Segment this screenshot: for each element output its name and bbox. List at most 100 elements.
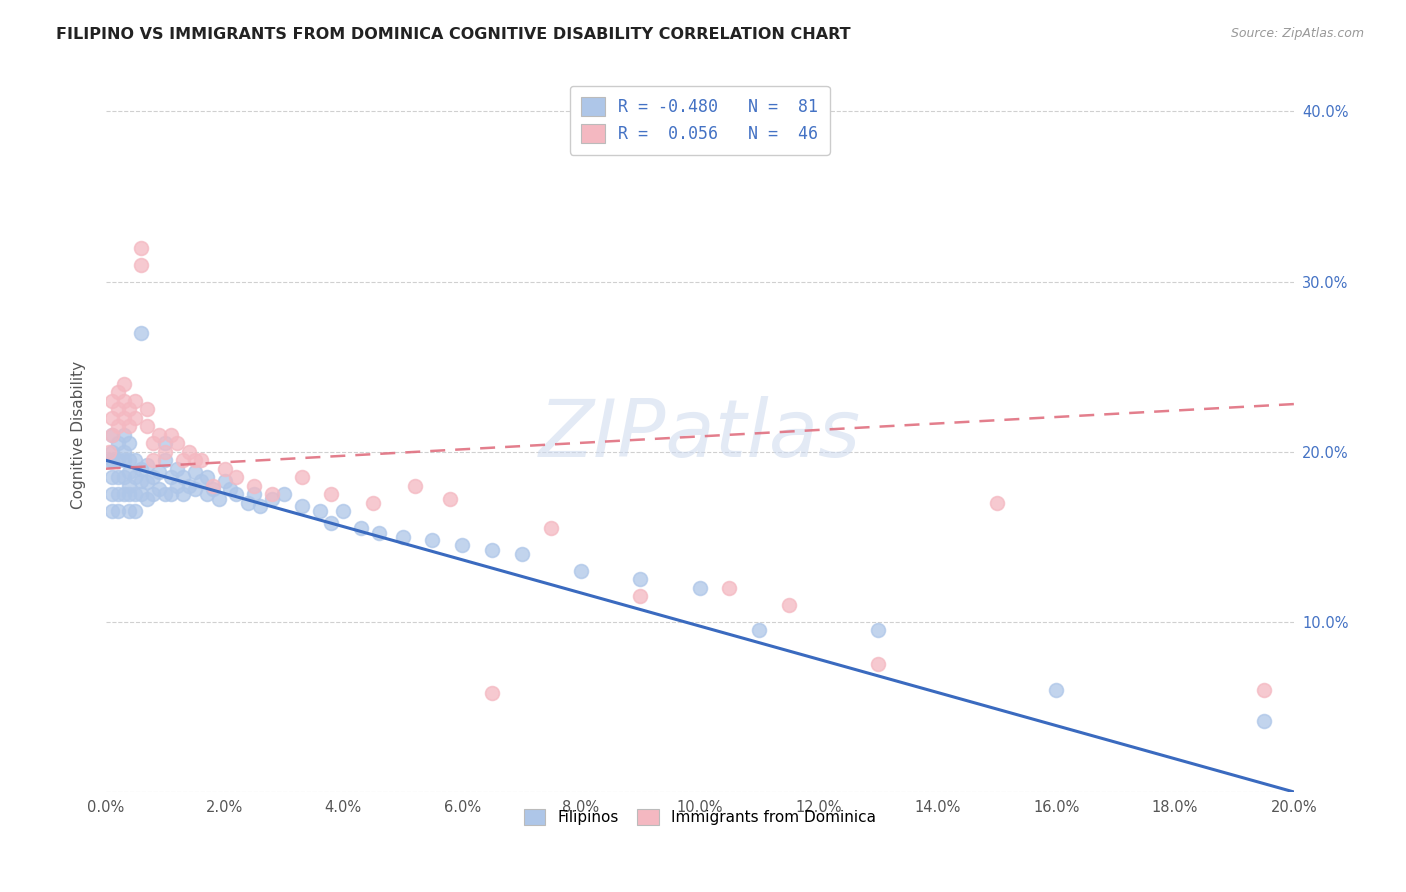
Point [361, 496, 384, 510]
Point [172, 470, 194, 484]
Point [321, 487, 343, 501]
Point [112, 427, 135, 442]
Point [136, 475, 159, 490]
Point [107, 504, 129, 518]
Point [100, 427, 122, 442]
Point [100, 393, 122, 408]
Point [243, 487, 266, 501]
Point [308, 504, 330, 518]
Point [1045, 682, 1067, 697]
Y-axis label: Cognitive Disability: Cognitive Disability [72, 360, 86, 508]
Point [214, 474, 236, 488]
Point [107, 470, 129, 484]
Point [225, 470, 247, 484]
Point [166, 461, 188, 475]
Point [391, 530, 413, 544]
Point [540, 521, 562, 535]
Text: FILIPINO VS IMMIGRANTS FROM DOMINICA COGNITIVE DISABILITY CORRELATION CHART: FILIPINO VS IMMIGRANTS FROM DOMINICA COG… [56, 27, 851, 42]
Point [481, 686, 503, 700]
Point [184, 482, 207, 496]
Point [201, 482, 224, 496]
Point [112, 487, 135, 501]
Point [118, 504, 141, 518]
Point [207, 492, 229, 507]
Point [100, 453, 122, 467]
Point [131, 487, 153, 501]
Point [118, 465, 141, 479]
Point [148, 465, 170, 479]
Point [148, 427, 170, 442]
Point [172, 453, 194, 467]
Point [190, 474, 212, 488]
Point [628, 590, 651, 604]
Point [748, 624, 770, 638]
Point [451, 538, 474, 552]
Text: ZIPatlas: ZIPatlas [538, 396, 860, 474]
Point [866, 657, 889, 672]
Point [153, 444, 176, 458]
Point [332, 504, 354, 518]
Point [118, 453, 141, 467]
Point [404, 479, 426, 493]
Point [107, 419, 129, 434]
Point [124, 487, 146, 501]
Point [195, 470, 218, 484]
Point [219, 482, 242, 496]
Point [439, 492, 461, 507]
Point [249, 499, 271, 513]
Point [628, 572, 651, 586]
Point [148, 482, 170, 496]
Point [214, 461, 236, 475]
Point [153, 487, 176, 501]
Point [238, 496, 260, 510]
Point [153, 436, 176, 450]
Point [142, 470, 165, 484]
Point [291, 499, 314, 513]
Point [142, 453, 165, 467]
Point [107, 436, 129, 450]
Point [107, 487, 129, 501]
Point [510, 547, 533, 561]
Point [112, 393, 135, 408]
Point [166, 479, 188, 493]
Point [368, 526, 391, 541]
Point [124, 504, 146, 518]
Point [153, 453, 176, 467]
Point [131, 241, 153, 255]
Point [172, 487, 194, 501]
Point [195, 487, 218, 501]
Point [986, 496, 1008, 510]
Point [112, 444, 135, 458]
Point [131, 474, 153, 488]
Point [866, 624, 889, 638]
Point [131, 461, 153, 475]
Point [260, 487, 283, 501]
Point [260, 492, 283, 507]
Point [112, 453, 135, 467]
Point [136, 419, 159, 434]
Point [107, 402, 129, 417]
Point [107, 453, 129, 467]
Point [422, 533, 444, 548]
Point [100, 487, 122, 501]
Point [160, 427, 183, 442]
Point [778, 598, 800, 612]
Point [184, 453, 207, 467]
Point [112, 470, 135, 484]
Point [136, 492, 159, 507]
Point [243, 479, 266, 493]
Point [100, 410, 122, 425]
Point [107, 385, 129, 400]
Point [225, 487, 247, 501]
Point [118, 402, 141, 417]
Point [136, 458, 159, 473]
Point [177, 479, 200, 493]
Point [166, 436, 188, 450]
Point [112, 410, 135, 425]
Point [142, 487, 165, 501]
Point [689, 581, 711, 595]
Point [160, 487, 183, 501]
Point [100, 470, 122, 484]
Point [118, 487, 141, 501]
Point [190, 453, 212, 467]
